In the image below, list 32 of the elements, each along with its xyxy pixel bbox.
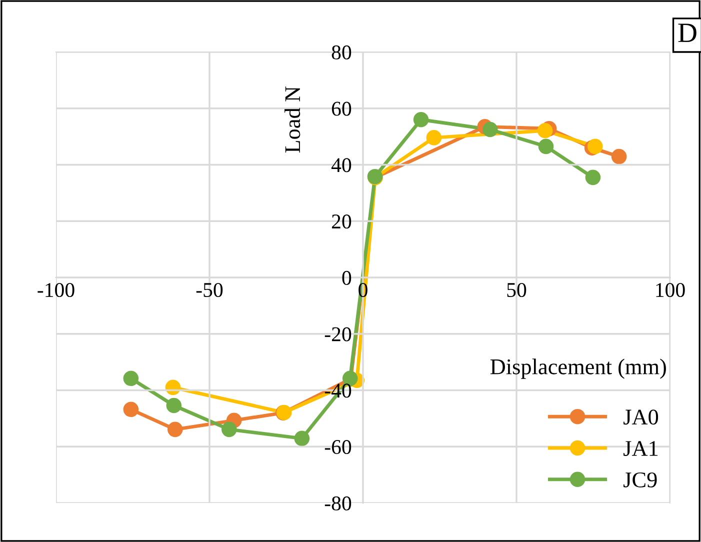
point xyxy=(611,148,627,164)
point xyxy=(538,138,554,154)
point xyxy=(166,398,182,414)
point xyxy=(482,122,498,138)
point xyxy=(585,170,601,186)
legend-label: JC9 xyxy=(624,472,657,488)
x-tick-label: 100 xyxy=(656,282,685,298)
y-tick-label: -20 xyxy=(324,327,352,342)
text: D xyxy=(678,24,696,42)
y-tick-label: 20 xyxy=(332,214,352,229)
y-axis-title: Load N xyxy=(284,86,300,153)
point xyxy=(537,123,553,138)
y-tick-label: 80 xyxy=(332,45,352,60)
y-tick-label: 40 xyxy=(331,158,352,172)
x-tick-label: -50 xyxy=(196,282,223,298)
point xyxy=(222,422,237,438)
point xyxy=(123,370,139,386)
point xyxy=(587,138,603,154)
x-tick-label: -100 xyxy=(38,282,74,298)
y-tick-label: -80 xyxy=(324,496,352,510)
legend-label: JA0 xyxy=(624,410,658,425)
point xyxy=(123,402,139,418)
y-tick-label: 60 xyxy=(332,102,352,116)
point xyxy=(413,112,429,128)
y-tick-label: -60 xyxy=(324,440,352,454)
point xyxy=(167,422,183,438)
y-tick-label: 0 xyxy=(342,270,352,285)
x-tick-label: 50 xyxy=(507,282,526,298)
legend-label: JA1 xyxy=(624,441,658,456)
x-axis-title: Displacement (mm) xyxy=(490,358,666,379)
point xyxy=(426,130,442,146)
point xyxy=(294,430,310,446)
